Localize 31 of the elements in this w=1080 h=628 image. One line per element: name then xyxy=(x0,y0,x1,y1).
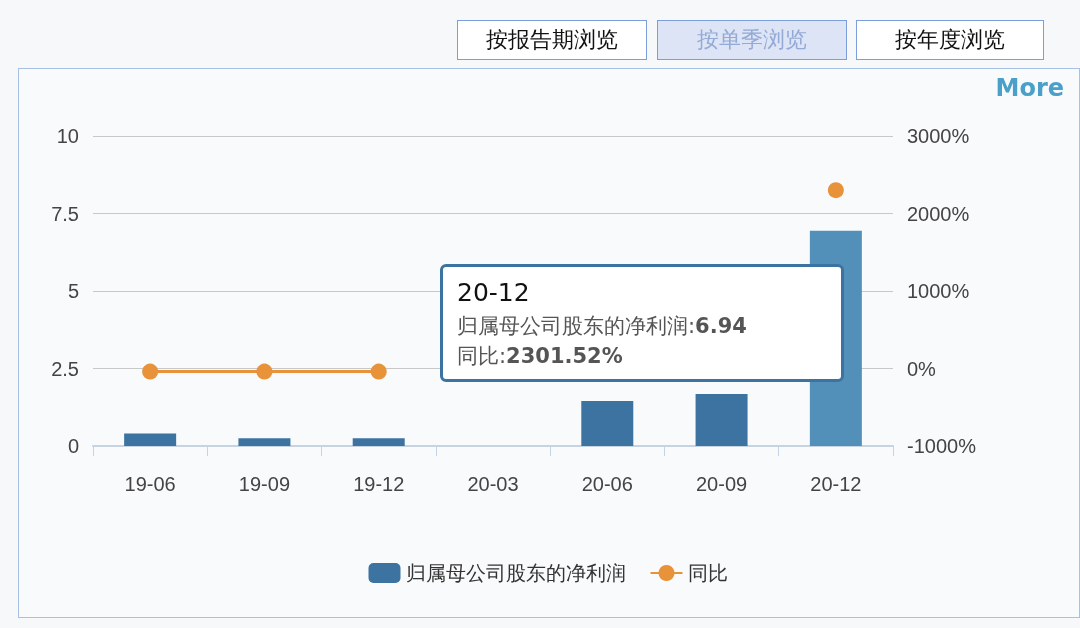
bar xyxy=(352,438,405,446)
x-tick-label: 20-09 xyxy=(695,473,748,495)
annotation: 归属母公司股东的净利润:6.94 xyxy=(457,313,748,340)
y-tick-label: 5 xyxy=(67,280,79,302)
bar xyxy=(695,393,748,446)
x-tick-label: 19-06 xyxy=(124,473,176,495)
y2-tick-label: 0% xyxy=(907,357,937,380)
y2-tick-label: -1000% xyxy=(907,435,977,457)
tooltip-box: 20-12 归属母公司股东的净利润:6.94 同比:2301.52% xyxy=(440,264,844,382)
view-button[interactable]: 按报告期浏览 xyxy=(457,20,647,60)
y-tick-label: 2.5 xyxy=(51,357,79,380)
y2-tick-label: 1000% xyxy=(907,280,970,302)
legend-label: 归属母公司股东的净利润 xyxy=(405,562,626,584)
y-tick-label: 10 xyxy=(56,125,79,147)
x-tick-label: 19-09 xyxy=(238,473,291,495)
view-button[interactable]: 按年度浏览 xyxy=(856,20,1044,60)
annotation: 同比:2301.52% xyxy=(457,343,624,370)
x-tick-label: 20-03 xyxy=(467,473,519,495)
x-tick-label: 19-12 xyxy=(353,473,405,495)
y-tick-label: 0 xyxy=(67,435,79,457)
text: More xyxy=(995,74,1064,102)
y2-tick-label: 2000% xyxy=(907,202,970,225)
bar xyxy=(581,401,634,446)
legend-label: 同比 xyxy=(687,562,728,584)
y-tick-label: 7.5 xyxy=(51,202,79,225)
bar xyxy=(124,433,177,446)
annotation: 20-12 xyxy=(457,277,531,309)
y2-tick-label: 3000% xyxy=(907,125,970,147)
x-tick-label: 20-12 xyxy=(810,473,862,495)
bar xyxy=(238,438,291,446)
x-tick-label: 20-06 xyxy=(581,473,633,495)
